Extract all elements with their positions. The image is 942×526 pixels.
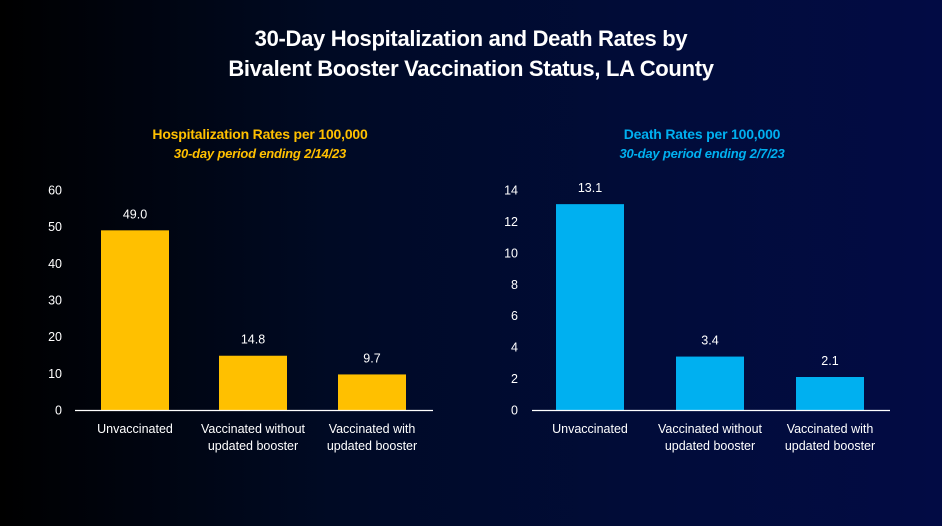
death-category-label: Vaccinated without updated booster <box>658 422 763 453</box>
death-value-label: 2.1 <box>821 354 838 368</box>
hospitalization-value-label: 9.7 <box>363 351 380 365</box>
hospitalization-category-label: Vaccinated with updated booster <box>327 422 417 453</box>
death-category-label-line: Vaccinated with <box>787 422 874 436</box>
hospitalization-category-label-line: Unvaccinated <box>97 422 173 436</box>
death-chart-subtitle: 30-day period ending 2/7/23 <box>619 146 785 161</box>
death-y-tick-label: 4 <box>511 341 518 355</box>
hospitalization-bar <box>338 374 406 410</box>
main-title: 30-Day Hospitalization and Death Rates b… <box>0 24 942 84</box>
death-value-label: 3.4 <box>701 334 718 348</box>
death-bar <box>556 204 624 410</box>
hospitalization-y-tick-label: 40 <box>48 257 62 271</box>
death-bar <box>796 377 864 410</box>
hospitalization-bar <box>101 230 169 410</box>
death-category-label-line: updated booster <box>665 439 755 453</box>
death-y-tick-label: 14 <box>504 184 518 198</box>
hospitalization-category-label-line: Vaccinated with <box>329 422 416 436</box>
hospitalization-bar <box>219 355 287 410</box>
hospitalization-y-tick-label: 0 <box>55 404 62 418</box>
hospitalization-y-tick-label: 30 <box>48 294 62 308</box>
hospitalization-category-label-line: Vaccinated without <box>201 422 306 436</box>
death-category-label: Vaccinated with updated booster <box>785 422 875 453</box>
death-bar <box>676 356 744 410</box>
death-category-label-line: Unvaccinated <box>552 422 628 436</box>
hospitalization-y-tick-label: 50 <box>48 220 62 234</box>
hospitalization-y-tick-label: 20 <box>48 330 62 344</box>
death-y-tick-label: 10 <box>504 246 518 260</box>
death-category-label-line: updated booster <box>785 439 875 453</box>
hospitalization-category-label-line: updated booster <box>327 439 417 453</box>
hospitalization-value-label: 14.8 <box>241 333 265 347</box>
hospitalization-category-label-line: updated booster <box>208 439 298 453</box>
death-chart-title-text: Death Rates per 100,000 <box>623 126 781 142</box>
hospitalization-chart-title-text: Hospitalization Rates per 100,000 <box>152 126 368 142</box>
hospitalization-value-label: 49.0 <box>123 207 147 221</box>
death-y-tick-label: 0 <box>511 404 518 418</box>
hospitalization-chart-subtitle: 30-day period ending 2/14/23 <box>173 146 347 161</box>
death-y-tick-label: 6 <box>511 309 518 323</box>
hospitalization-category-label: Vaccinated without updated booster <box>201 422 306 453</box>
death-chart-title: Death Rates per 100,000 30-day period en… <box>482 125 922 163</box>
hospitalization-y-tick-label: 60 <box>48 184 62 198</box>
death-y-tick-label: 12 <box>504 215 518 229</box>
death-category-label-line: Vaccinated without <box>658 422 763 436</box>
death-y-tick-label: 8 <box>511 278 518 292</box>
hospitalization-category-label: Unvaccinated <box>97 422 173 436</box>
death-value-label: 13.1 <box>578 181 602 195</box>
hospitalization-chart-title: Hospitalization Rates per 100,000 30-day… <box>40 125 480 163</box>
hospitalization-y-tick-label: 10 <box>48 367 62 381</box>
main-title-line-2: Bivalent Booster Vaccination Status, LA … <box>228 56 714 81</box>
death-y-tick-label: 2 <box>511 372 518 386</box>
main-title-line-1: 30-Day Hospitalization and Death Rates b… <box>254 26 688 51</box>
death-category-label: Unvaccinated <box>552 422 628 436</box>
